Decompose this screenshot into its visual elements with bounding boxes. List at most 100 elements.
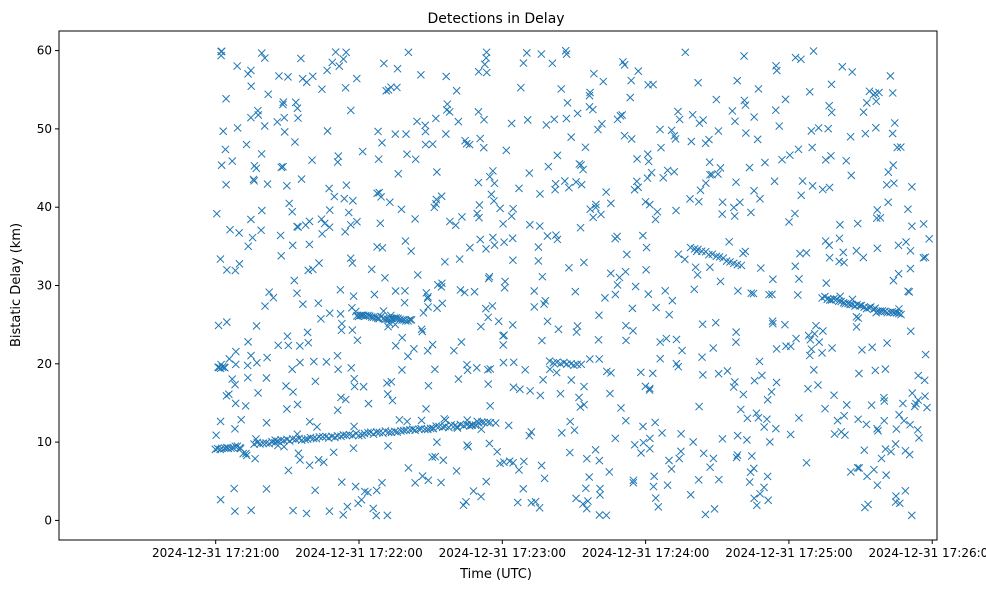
data-point <box>838 62 847 71</box>
data-point <box>874 426 882 435</box>
data-point <box>825 101 834 110</box>
data-point <box>418 472 427 481</box>
data-point <box>888 129 897 138</box>
data-point <box>296 54 305 63</box>
data-point <box>642 243 651 252</box>
data-point <box>430 365 439 374</box>
data-point <box>750 376 759 385</box>
data-point <box>695 402 704 411</box>
data-point <box>369 504 378 513</box>
data-point <box>795 274 803 283</box>
data-point <box>645 444 654 453</box>
y-tick-label: 50 <box>37 122 52 136</box>
data-points <box>211 46 934 520</box>
data-point <box>334 152 343 161</box>
data-point <box>818 327 827 335</box>
data-point <box>566 417 575 426</box>
data-point <box>846 467 855 476</box>
data-point <box>889 161 898 170</box>
data-point <box>872 97 881 106</box>
data-point <box>643 150 652 159</box>
data-point <box>220 363 229 372</box>
data-point <box>747 452 756 460</box>
data-point <box>477 492 485 501</box>
data-point <box>754 413 763 422</box>
data-point <box>836 292 845 301</box>
data-point <box>709 344 718 353</box>
data-point <box>486 418 495 427</box>
data-point <box>668 296 677 305</box>
data-point <box>475 213 483 222</box>
data-point <box>771 424 780 433</box>
data-point <box>650 472 659 481</box>
data-point <box>228 375 237 384</box>
data-point <box>484 380 493 389</box>
data-point <box>220 444 229 453</box>
data-point <box>431 452 440 461</box>
data-point <box>530 287 539 295</box>
data-point <box>351 482 360 491</box>
data-point <box>848 67 857 76</box>
data-point <box>915 433 923 442</box>
data-point <box>830 391 838 400</box>
data-point <box>867 401 876 410</box>
data-point <box>231 399 240 408</box>
data-point <box>404 48 413 57</box>
data-point <box>358 431 366 440</box>
data-point <box>709 454 718 463</box>
data-point <box>293 289 301 298</box>
data-point <box>659 173 668 182</box>
data-point <box>499 331 507 340</box>
data-point <box>822 279 831 288</box>
data-point <box>860 503 869 512</box>
data-point <box>663 481 672 490</box>
data-point <box>375 188 384 197</box>
data-point <box>733 76 742 85</box>
data-point <box>482 53 491 62</box>
data-point <box>424 381 433 390</box>
data-point <box>509 383 518 392</box>
data-point <box>672 206 680 215</box>
data-point <box>576 403 585 412</box>
data-point <box>772 378 781 387</box>
data-point <box>852 322 861 331</box>
data-point <box>858 345 866 354</box>
data-point <box>486 401 495 410</box>
data-point <box>705 263 714 272</box>
data-point <box>458 212 466 221</box>
data-point <box>339 431 348 439</box>
data-point <box>452 467 461 475</box>
data-point <box>661 286 670 295</box>
data-point <box>289 387 298 396</box>
data-point <box>914 371 923 380</box>
data-point <box>905 287 914 296</box>
data-point <box>347 363 356 372</box>
data-point <box>747 289 756 298</box>
data-point <box>278 100 287 109</box>
data-point <box>263 180 272 189</box>
data-point <box>873 244 882 253</box>
data-point <box>342 48 351 57</box>
data-point <box>863 472 872 481</box>
data-point <box>818 293 827 302</box>
data-point <box>499 340 508 349</box>
data-point <box>484 365 492 374</box>
data-point <box>670 167 679 176</box>
data-point <box>791 262 800 271</box>
data-point <box>484 274 493 283</box>
data-point <box>485 272 494 281</box>
data-point <box>865 87 874 96</box>
data-point <box>765 437 774 446</box>
data-point <box>216 495 225 504</box>
data-point <box>364 428 372 437</box>
data-point <box>288 365 297 374</box>
data-point <box>884 198 893 207</box>
data-point <box>289 506 298 515</box>
data-point <box>437 283 446 291</box>
data-point <box>586 88 595 97</box>
data-point <box>656 338 665 347</box>
data-point <box>735 198 744 207</box>
data-point <box>298 300 307 309</box>
data-point <box>346 106 355 115</box>
data-point <box>577 180 586 189</box>
